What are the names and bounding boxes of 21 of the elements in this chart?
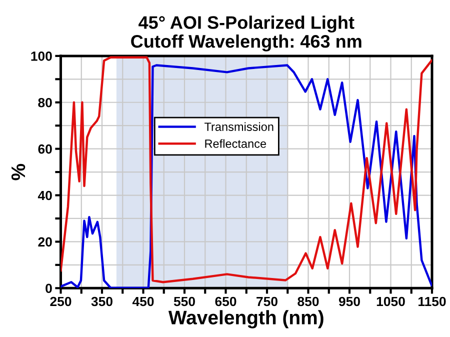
y-tick-label: 80 [38, 98, 52, 108]
legend-label: Reflectance [205, 139, 266, 148]
y-tick-label: 0 [46, 284, 52, 294]
chart-title: 45° AOI S-Polarized Light Cutoff Wavelength: 463 nm [131, 16, 362, 52]
y-tick-label: 40 [38, 190, 52, 200]
y-axis-title: % [11, 164, 26, 180]
x-tick-label: 850 [298, 296, 319, 306]
x-tick-label: 750 [256, 296, 278, 306]
x-tick-label: 950 [338, 296, 360, 306]
x-tick-label: 250 [50, 296, 72, 306]
x-tick-label: 650 [215, 296, 236, 306]
y-tick-label: 100 [31, 52, 52, 61]
legend-label: Transmission [204, 122, 274, 131]
x-tick-label: 450 [132, 296, 154, 306]
x-tick-label: 550 [174, 296, 195, 306]
y-tick-label: 60 [38, 144, 52, 154]
x-tick-label: 1150 [418, 296, 446, 306]
y-tick-label: 20 [38, 237, 52, 247]
x-tick-label: 1050 [376, 296, 405, 306]
x-tick-label: 350 [91, 296, 112, 306]
x-axis-title: Wavelength (nm) [168, 310, 324, 328]
